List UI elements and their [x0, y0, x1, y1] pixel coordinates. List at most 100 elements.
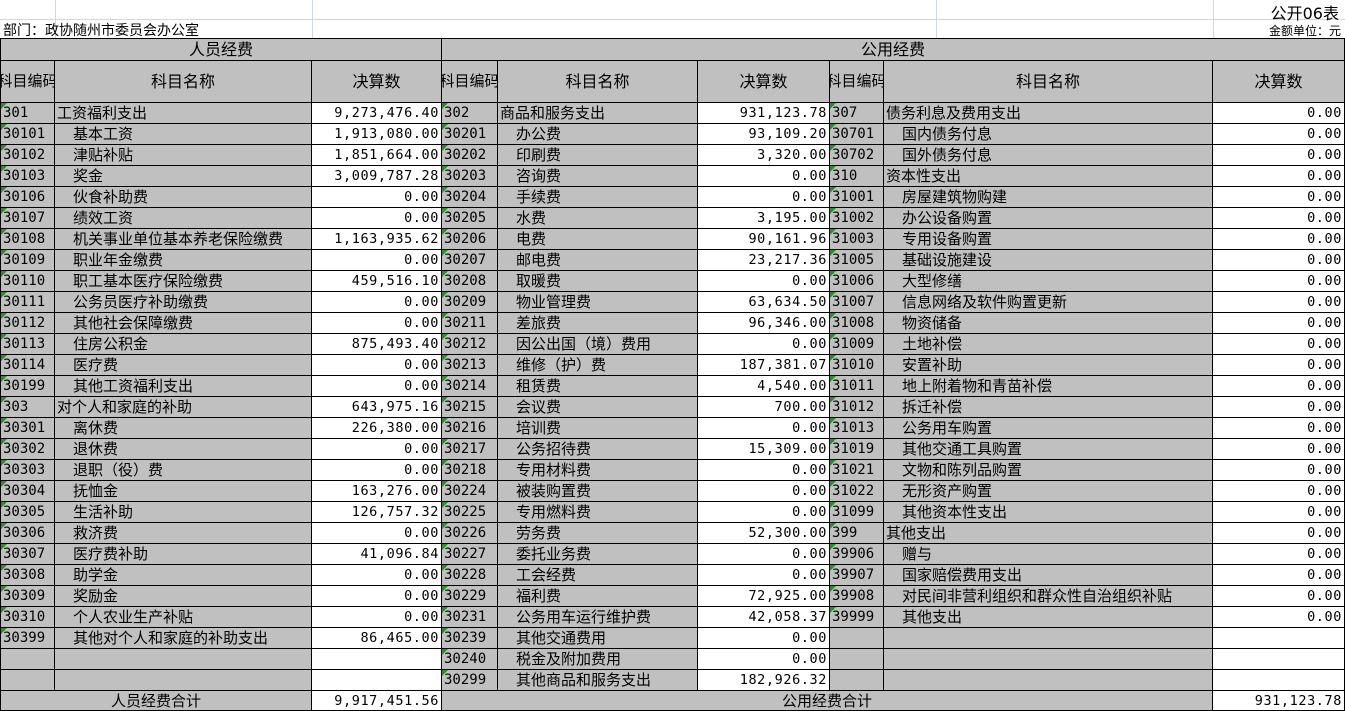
row-amount[interactable]: 0.00 — [1213, 397, 1345, 418]
row-name[interactable]: 咨询费 — [498, 166, 698, 187]
row-amount[interactable]: 0.00 — [1213, 565, 1345, 586]
row-code[interactable]: 30208 — [442, 271, 498, 292]
row-amount[interactable]: 1,851,664.00 — [312, 145, 442, 166]
row-name[interactable]: 对个人和家庭的补助 — [55, 397, 312, 418]
row-name[interactable]: 水费 — [498, 208, 698, 229]
row-code[interactable]: 30307 — [0, 544, 55, 565]
row-code[interactable]: 31010 — [830, 355, 884, 376]
row-code[interactable]: 30302 — [0, 439, 55, 460]
row-amount[interactable]: 0.00 — [312, 208, 442, 229]
row-amount[interactable]: 0.00 — [1213, 418, 1345, 439]
row-amount[interactable]: 0.00 — [1213, 334, 1345, 355]
row-name[interactable]: 基础设施建设 — [884, 250, 1213, 271]
row-name[interactable]: 助学金 — [55, 565, 312, 586]
row-code[interactable]: 39906 — [830, 544, 884, 565]
row-name[interactable]: 医疗费补助 — [55, 544, 312, 565]
row-amount[interactable]: 93,109.20 — [698, 124, 830, 145]
row-name[interactable]: 职工基本医疗保险缴费 — [55, 271, 312, 292]
row-amount[interactable]: 226,380.00 — [312, 418, 442, 439]
row-amount[interactable]: 0.00 — [312, 565, 442, 586]
row-name[interactable]: 地上附着物和青苗补偿 — [884, 376, 1213, 397]
row-amount[interactable]: 72,925.00 — [698, 586, 830, 607]
row-name[interactable]: 资本性支出 — [884, 166, 1213, 187]
row-name[interactable]: 其他支出 — [884, 523, 1213, 544]
row-code[interactable]: 30206 — [442, 229, 498, 250]
row-code[interactable]: 30299 — [442, 670, 498, 691]
row-code[interactable]: 30205 — [442, 208, 498, 229]
empty-cell[interactable] — [55, 670, 312, 691]
row-name[interactable]: 福利费 — [498, 586, 698, 607]
row-amount[interactable]: 96,346.00 — [698, 313, 830, 334]
row-code[interactable]: 302 — [442, 103, 498, 124]
row-code[interactable]: 31005 — [830, 250, 884, 271]
row-code[interactable]: 31006 — [830, 271, 884, 292]
row-name[interactable]: 奖金 — [55, 166, 312, 187]
empty-cell[interactable] — [0, 670, 55, 691]
row-amount[interactable]: 0.00 — [1213, 355, 1345, 376]
row-name[interactable]: 委托业务费 — [498, 544, 698, 565]
row-code[interactable]: 30113 — [0, 334, 55, 355]
row-code[interactable]: 399 — [830, 523, 884, 544]
empty-cell[interactable] — [830, 649, 884, 670]
row-name[interactable]: 大型修缮 — [884, 271, 1213, 292]
row-amount[interactable]: 0.00 — [1213, 229, 1345, 250]
row-amount[interactable]: 0.00 — [1213, 271, 1345, 292]
row-code[interactable]: 30201 — [442, 124, 498, 145]
row-code[interactable]: 30301 — [0, 418, 55, 439]
row-name[interactable]: 其他商品和服务支出 — [498, 670, 698, 691]
row-code[interactable]: 301 — [0, 103, 55, 124]
row-amount[interactable]: 182,926.32 — [698, 670, 830, 691]
row-name[interactable]: 个人农业生产补贴 — [55, 607, 312, 628]
row-amount[interactable]: 3,195.00 — [698, 208, 830, 229]
row-code[interactable]: 30224 — [442, 481, 498, 502]
row-amount[interactable]: 0.00 — [1213, 187, 1345, 208]
row-amount[interactable]: 0.00 — [698, 460, 830, 481]
row-code[interactable]: 39907 — [830, 565, 884, 586]
row-amount[interactable]: 0.00 — [1213, 292, 1345, 313]
row-name[interactable]: 手续费 — [498, 187, 698, 208]
row-name[interactable]: 物资储备 — [884, 313, 1213, 334]
row-amount[interactable]: 1,163,935.62 — [312, 229, 442, 250]
row-amount[interactable]: 0.00 — [312, 313, 442, 334]
row-name[interactable]: 国外债务付息 — [884, 145, 1213, 166]
row-name[interactable]: 其他资本性支出 — [884, 502, 1213, 523]
row-code[interactable]: 30111 — [0, 292, 55, 313]
row-code[interactable]: 31099 — [830, 502, 884, 523]
row-code[interactable]: 30215 — [442, 397, 498, 418]
row-amount[interactable]: 0.00 — [698, 334, 830, 355]
row-amount[interactable]: 0.00 — [698, 502, 830, 523]
row-code[interactable]: 30203 — [442, 166, 498, 187]
row-amount[interactable]: 0.00 — [1213, 607, 1345, 628]
row-amount[interactable]: 0.00 — [698, 418, 830, 439]
row-amount[interactable]: 0.00 — [1213, 544, 1345, 565]
row-name[interactable]: 租赁费 — [498, 376, 698, 397]
row-code[interactable]: 30305 — [0, 502, 55, 523]
row-code[interactable]: 31007 — [830, 292, 884, 313]
row-amount[interactable]: 0.00 — [698, 187, 830, 208]
row-name[interactable]: 公务用车运行维护费 — [498, 607, 698, 628]
row-name[interactable]: 退职（役）费 — [55, 460, 312, 481]
row-amount[interactable]: 0.00 — [1213, 124, 1345, 145]
row-amount[interactable]: 0.00 — [698, 481, 830, 502]
row-code[interactable]: 31008 — [830, 313, 884, 334]
row-amount[interactable]: 0.00 — [698, 166, 830, 187]
row-amount[interactable]: 63,634.50 — [698, 292, 830, 313]
row-amount[interactable]: 700.00 — [698, 397, 830, 418]
row-amount[interactable]: 0.00 — [698, 544, 830, 565]
row-amount[interactable]: 0.00 — [312, 523, 442, 544]
row-amount[interactable]: 0.00 — [1213, 313, 1345, 334]
row-code[interactable]: 39999 — [830, 607, 884, 628]
empty-cell[interactable] — [884, 628, 1213, 649]
row-code[interactable]: 31012 — [830, 397, 884, 418]
row-name[interactable]: 离休费 — [55, 418, 312, 439]
row-name[interactable]: 国内债务付息 — [884, 124, 1213, 145]
row-code[interactable]: 30306 — [0, 523, 55, 544]
row-amount[interactable]: 0.00 — [698, 628, 830, 649]
row-amount[interactable]: 1,913,080.00 — [312, 124, 442, 145]
row-code[interactable]: 30103 — [0, 166, 55, 187]
row-name[interactable]: 电费 — [498, 229, 698, 250]
row-name[interactable]: 土地补偿 — [884, 334, 1213, 355]
row-name[interactable]: 办公费 — [498, 124, 698, 145]
row-amount[interactable]: 0.00 — [312, 460, 442, 481]
row-code[interactable]: 30213 — [442, 355, 498, 376]
